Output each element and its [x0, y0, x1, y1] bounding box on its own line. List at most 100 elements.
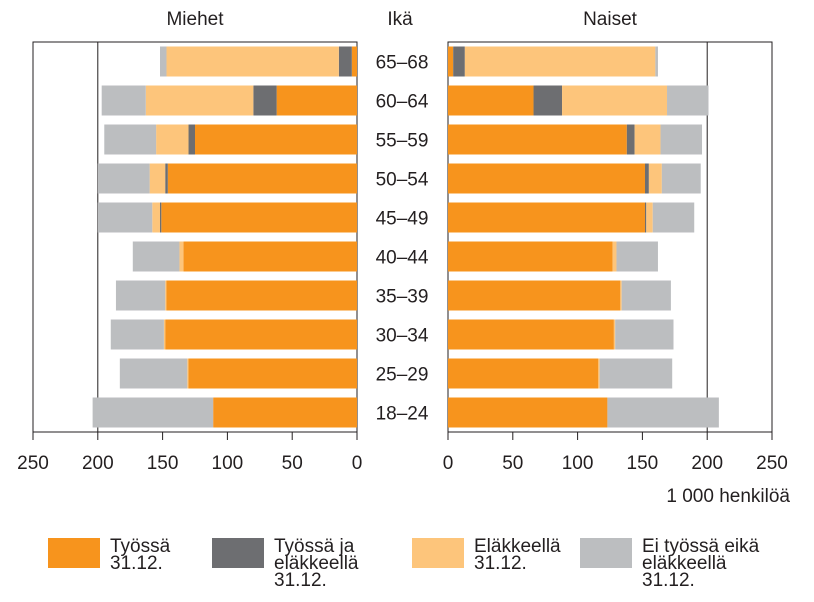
bar-segment — [448, 358, 599, 389]
x-tick-label: 200 — [82, 453, 114, 474]
bar-segment — [648, 163, 662, 194]
category-label: 60–64 — [376, 92, 429, 113]
legend-label: Työssä ja eläkkeellä 31.12. — [274, 536, 359, 591]
bar-segment — [448, 397, 608, 428]
x-tick-label: 250 — [756, 453, 788, 474]
bar-segment — [598, 358, 600, 389]
bar-segment — [621, 280, 671, 311]
bar-segment — [188, 124, 195, 155]
bar-segment — [152, 202, 161, 233]
bar-segment — [156, 124, 189, 155]
bar-segment — [160, 202, 162, 233]
bar-segment — [448, 124, 627, 155]
panel-frame — [447, 41, 773, 433]
category-label: 18–24 — [376, 404, 429, 425]
bar-segment — [160, 46, 167, 77]
bar-segment — [101, 85, 146, 116]
x-tick-label: 50 — [282, 453, 303, 474]
bar-segment — [132, 241, 180, 272]
bar-segment — [213, 397, 357, 428]
panel-title: Miehet — [166, 9, 224, 30]
bar-segment — [166, 280, 357, 311]
legend-swatch — [212, 538, 264, 568]
bar-segment — [110, 319, 164, 350]
legend-label: Työssä 31.12. — [110, 536, 171, 574]
bar-segment — [448, 85, 534, 116]
panel-frame — [32, 41, 358, 433]
bar-segment — [97, 202, 153, 233]
bar-segment — [187, 358, 189, 389]
bar-segment — [620, 280, 622, 311]
bar-segment — [562, 85, 668, 116]
bar-segment — [166, 46, 339, 77]
chart: Ikä 1 000 henkilöä 65–68 60–64 55–59 50–54 4… — [17, 9, 790, 507]
legend-item: Työssä 31.12. — [48, 536, 200, 574]
bar-segment — [351, 46, 357, 77]
bar-segment — [161, 202, 357, 233]
bar-segment — [613, 319, 616, 350]
legend-swatch — [580, 538, 632, 568]
x-tick-label: 150 — [147, 453, 179, 474]
bar-segment — [183, 241, 357, 272]
category-label: 40–44 — [376, 248, 429, 269]
bar-segment — [448, 163, 645, 194]
bar-segment — [165, 280, 167, 311]
category-label: 55–59 — [376, 131, 429, 152]
x-tick-label: 0 — [352, 453, 363, 474]
bar-segment — [165, 163, 168, 194]
bar-segment — [115, 280, 166, 311]
x-tick-label: 50 — [502, 453, 523, 474]
bar-segment — [253, 85, 277, 116]
bar-segment — [448, 202, 645, 233]
bar-segment — [167, 163, 357, 194]
bar-segment — [607, 397, 719, 428]
x-tick-label: 100 — [562, 453, 594, 474]
panel-title: Naiset — [583, 9, 638, 30]
legend-swatch — [48, 538, 100, 568]
bar-segment — [644, 163, 649, 194]
bar-segment — [163, 319, 166, 350]
x-tick-label: 100 — [212, 453, 244, 474]
legend-item: Ei työssä eikä eläkkeellä 31.12. — [580, 537, 782, 590]
bar-segment — [660, 124, 703, 155]
bar-segment — [626, 124, 635, 155]
bar-segment — [92, 397, 214, 428]
legend-item: Työssä ja eläkkeellä 31.12. — [212, 536, 374, 591]
bar-segment — [634, 124, 661, 155]
bar-segment — [448, 319, 614, 350]
category-label: 35–39 — [376, 287, 429, 308]
bar-segment — [655, 46, 658, 77]
bar-segment — [165, 319, 357, 350]
bar-segment — [612, 241, 617, 272]
bar-segment — [448, 280, 621, 311]
bar-segment — [276, 85, 357, 116]
bar-segment — [104, 124, 157, 155]
x-tick-label: 200 — [691, 453, 723, 474]
category-label: 30–34 — [376, 326, 429, 347]
bar-segment — [119, 358, 188, 389]
legend-label: Eläkkeellä 31.12. — [474, 536, 561, 574]
x-tick-label: 150 — [627, 453, 659, 474]
bar-segment — [145, 85, 254, 116]
bar-segment — [97, 163, 150, 194]
legend: Työssä 31.12. Työssä ja eläkkeellä 31.12.… — [48, 536, 808, 602]
x-tick-label: 250 — [17, 453, 49, 474]
bar-segment — [615, 319, 674, 350]
category-label: 25–29 — [376, 365, 429, 386]
category-label: 50–54 — [376, 170, 429, 191]
bar-segment — [652, 202, 695, 233]
bar-segment — [667, 85, 709, 116]
bar-segment — [149, 163, 166, 194]
x-tick-label: 0 — [443, 453, 454, 474]
x-axis-label: 1 000 henkilöä — [666, 486, 790, 507]
bar-segment — [661, 163, 701, 194]
bar-segment — [448, 46, 454, 77]
bar-segment — [179, 241, 184, 272]
bar-segment — [188, 358, 357, 389]
bar-segment — [616, 241, 658, 272]
bar-segment — [448, 241, 613, 272]
bar-segment — [464, 46, 656, 77]
category-label: 65–68 — [376, 53, 429, 74]
bar-segment — [195, 124, 357, 155]
